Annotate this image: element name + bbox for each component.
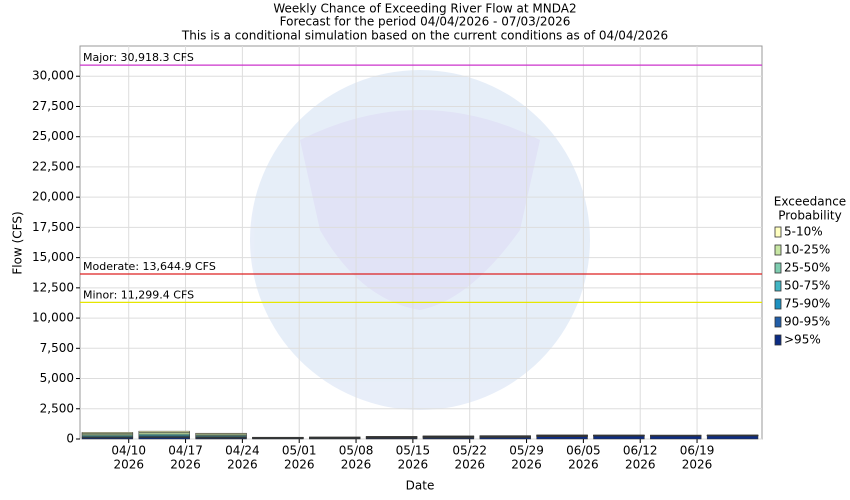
legend-label: 50-75% (784, 279, 830, 293)
x-tick-year: 2026 (341, 458, 372, 472)
legend-title: Probability (778, 209, 841, 223)
y-tick-label: 22,500 (32, 159, 74, 173)
legend-label: 90-95% (784, 315, 830, 329)
x-tick-year: 2026 (625, 458, 656, 472)
y-tick-label: 0 (66, 432, 74, 446)
legend-label: 25-50% (784, 261, 830, 275)
y-tick-label: 7,500 (40, 341, 74, 355)
legend-swatch (774, 244, 782, 256)
x-tick-label: 04/10 (111, 444, 146, 458)
x-axis-label: Date (406, 479, 435, 493)
watermark (250, 70, 590, 410)
x-tick-year: 2026 (568, 458, 599, 472)
bar-segment (195, 432, 247, 435)
y-tick-label: 12,500 (32, 280, 74, 294)
legend-label: 5-10% (784, 225, 823, 239)
legend-label: 10-25% (784, 243, 830, 257)
x-tick-year: 2026 (170, 458, 201, 472)
threshold-label: Moderate: 13,644.9 CFS (83, 260, 216, 273)
y-tick-label: 17,500 (32, 220, 74, 234)
y-tick-label: 30,000 (32, 69, 74, 83)
x-tick-label: 05/22 (452, 444, 487, 458)
legend-swatch (774, 262, 782, 274)
y-tick-label: 5,000 (40, 371, 74, 385)
bar-segment (422, 435, 475, 437)
bar-segment (138, 432, 190, 435)
bar-segment (536, 434, 588, 436)
bar-segment (479, 435, 531, 437)
x-tick-year: 2026 (511, 458, 542, 472)
x-tick-label: 06/05 (566, 444, 601, 458)
bar-segment (650, 434, 702, 436)
x-tick-label: 04/17 (168, 444, 203, 458)
bar-segment (593, 434, 645, 436)
bar-segment (81, 432, 134, 434)
chart-title: Weekly Chance of Exceeding River Flow at… (273, 2, 576, 16)
x-tick-label: 05/15 (396, 444, 431, 458)
y-axis-label: Flow (CFS) (11, 211, 25, 274)
x-tick-year: 2026 (284, 458, 315, 472)
bar-segment (706, 434, 759, 436)
legend-swatch (774, 298, 782, 310)
legend-label: >95% (784, 333, 821, 347)
chart-note: This is a conditional simulation based o… (181, 29, 668, 43)
legend-swatch (774, 316, 782, 328)
x-tick-label: 05/29 (509, 444, 544, 458)
threshold-label: Major: 30,918.3 CFS (83, 51, 194, 64)
x-tick-label: 06/12 (623, 444, 658, 458)
x-tick-label: 06/19 (680, 444, 715, 458)
x-tick-label: 05/01 (282, 444, 317, 458)
y-tick-label: 20,000 (32, 190, 74, 204)
threshold-label: Minor: 11,299.4 CFS (83, 288, 194, 301)
legend-swatch (774, 280, 782, 292)
x-tick-year: 2026 (113, 458, 144, 472)
bar-segment (365, 436, 418, 438)
x-tick-year: 2026 (398, 458, 429, 472)
y-tick-label: 25,000 (32, 129, 74, 143)
chart-subtitle: Forecast for the period 04/04/2026 - 07/… (280, 15, 571, 29)
legend-swatch (774, 226, 782, 238)
watermark-disc (250, 70, 590, 410)
y-tick-label: 2,500 (40, 401, 74, 415)
y-tick-label: 15,000 (32, 250, 74, 264)
legend-title: Exceedance (774, 195, 846, 209)
x-tick-year: 2026 (682, 458, 713, 472)
bar-segment (138, 430, 190, 433)
legend-label: 75-90% (784, 297, 830, 311)
x-tick-label: 05/08 (339, 444, 374, 458)
watermark-bird (300, 110, 540, 310)
legend-swatch (774, 334, 782, 346)
x-tick-year: 2026 (454, 458, 485, 472)
bar-segment (252, 436, 304, 438)
bar-segment (309, 436, 361, 438)
x-tick-label: 04/24 (225, 444, 260, 458)
y-tick-label: 10,000 (32, 311, 74, 325)
x-tick-year: 2026 (227, 458, 258, 472)
y-tick-label: 27,500 (32, 99, 74, 113)
